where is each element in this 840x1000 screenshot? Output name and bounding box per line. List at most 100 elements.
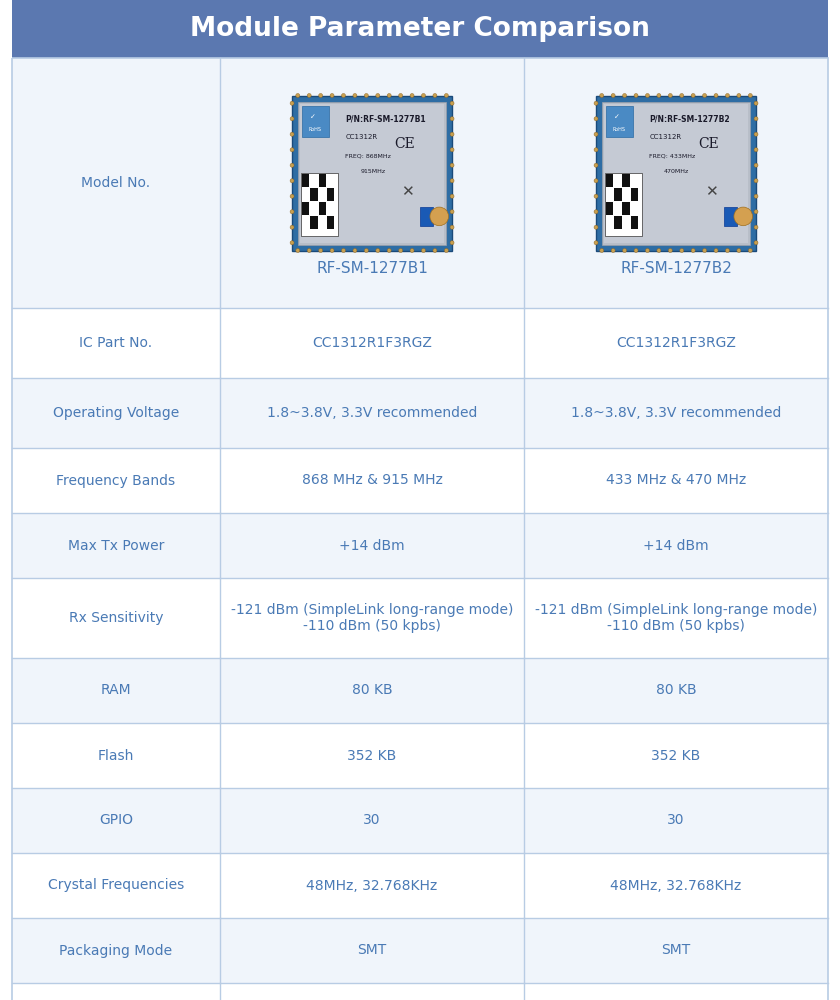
Bar bbox=[12, 378, 828, 448]
Circle shape bbox=[645, 248, 649, 252]
Text: -121 dBm (SimpleLink long-range mode)
-110 dBm (50 kpbs): -121 dBm (SimpleLink long-range mode) -1… bbox=[231, 603, 513, 633]
Bar bbox=[420, 207, 433, 226]
Circle shape bbox=[290, 148, 294, 152]
Circle shape bbox=[594, 163, 598, 167]
Circle shape bbox=[691, 248, 696, 252]
Text: FREQ: 868MHz: FREQ: 868MHz bbox=[345, 153, 391, 158]
Circle shape bbox=[290, 194, 294, 198]
Bar bbox=[298, 102, 446, 244]
Text: RAM: RAM bbox=[101, 684, 131, 698]
Text: ✕: ✕ bbox=[401, 184, 413, 199]
Circle shape bbox=[450, 194, 454, 198]
Text: 1.8~3.8V, 3.3V recommended: 1.8~3.8V, 3.3V recommended bbox=[267, 406, 477, 420]
Circle shape bbox=[657, 94, 661, 98]
Circle shape bbox=[330, 94, 334, 98]
Circle shape bbox=[444, 248, 449, 252]
Bar bbox=[302, 174, 309, 187]
Bar bbox=[12, 448, 828, 513]
Text: CC1312R1F3RGZ: CC1312R1F3RGZ bbox=[312, 336, 432, 350]
Bar bbox=[12, 0, 828, 58]
Bar bbox=[724, 207, 737, 226]
Text: CC1312R: CC1312R bbox=[649, 134, 681, 140]
Bar bbox=[300, 104, 444, 242]
Text: CE: CE bbox=[698, 137, 719, 151]
Circle shape bbox=[754, 101, 758, 105]
Circle shape bbox=[450, 241, 454, 245]
Circle shape bbox=[410, 248, 414, 252]
Circle shape bbox=[387, 248, 391, 252]
Circle shape bbox=[680, 248, 684, 252]
Circle shape bbox=[353, 248, 357, 252]
Circle shape bbox=[290, 132, 294, 136]
Text: Packaging Mode: Packaging Mode bbox=[60, 944, 172, 958]
Circle shape bbox=[594, 210, 598, 214]
Text: RoHS: RoHS bbox=[309, 127, 322, 132]
Circle shape bbox=[754, 210, 758, 214]
Circle shape bbox=[422, 248, 426, 252]
Circle shape bbox=[399, 248, 402, 252]
Text: ✓: ✓ bbox=[614, 114, 620, 120]
Circle shape bbox=[594, 194, 598, 198]
Circle shape bbox=[622, 94, 627, 98]
Circle shape bbox=[680, 94, 684, 98]
Circle shape bbox=[307, 94, 311, 98]
Circle shape bbox=[433, 94, 437, 98]
Bar bbox=[310, 188, 318, 201]
Circle shape bbox=[714, 248, 718, 252]
Bar bbox=[12, 723, 828, 788]
Text: Frequency Bands: Frequency Bands bbox=[56, 474, 176, 488]
Circle shape bbox=[422, 94, 426, 98]
Circle shape bbox=[318, 248, 323, 252]
Text: Max Tx Power: Max Tx Power bbox=[68, 538, 165, 552]
Circle shape bbox=[430, 207, 449, 226]
Circle shape bbox=[669, 248, 672, 252]
Text: CC1312R1F3RGZ: CC1312R1F3RGZ bbox=[616, 336, 736, 350]
Circle shape bbox=[290, 225, 294, 229]
Circle shape bbox=[754, 241, 758, 245]
Bar bbox=[12, 853, 828, 918]
Circle shape bbox=[375, 248, 380, 252]
Text: P/N:RF-SM-1277B2: P/N:RF-SM-1277B2 bbox=[649, 114, 730, 123]
Circle shape bbox=[444, 94, 449, 98]
Text: Crystal Frequencies: Crystal Frequencies bbox=[48, 879, 184, 892]
Bar bbox=[12, 658, 828, 723]
Circle shape bbox=[669, 94, 672, 98]
Circle shape bbox=[410, 94, 414, 98]
Bar bbox=[631, 216, 638, 229]
Circle shape bbox=[691, 94, 696, 98]
Circle shape bbox=[342, 94, 345, 98]
Circle shape bbox=[622, 248, 627, 252]
Text: RF-SM-1277B1: RF-SM-1277B1 bbox=[316, 261, 428, 276]
Circle shape bbox=[594, 241, 598, 245]
Circle shape bbox=[375, 94, 380, 98]
Circle shape bbox=[290, 117, 294, 121]
Text: Flash: Flash bbox=[97, 748, 134, 762]
Circle shape bbox=[450, 210, 454, 214]
Circle shape bbox=[754, 117, 758, 121]
Circle shape bbox=[290, 163, 294, 167]
Bar bbox=[622, 174, 630, 187]
Circle shape bbox=[594, 179, 598, 183]
Text: Operating Voltage: Operating Voltage bbox=[53, 406, 179, 420]
Circle shape bbox=[307, 248, 311, 252]
Circle shape bbox=[450, 117, 454, 121]
Circle shape bbox=[365, 248, 369, 252]
Text: RoHS: RoHS bbox=[613, 127, 626, 132]
Circle shape bbox=[342, 248, 345, 252]
Text: 915MHz: 915MHz bbox=[360, 169, 386, 174]
Bar bbox=[12, 788, 828, 853]
Text: Model No.: Model No. bbox=[81, 176, 150, 190]
Bar bbox=[12, 578, 828, 658]
Bar bbox=[604, 104, 748, 242]
Bar bbox=[596, 96, 756, 250]
Circle shape bbox=[702, 94, 706, 98]
Circle shape bbox=[748, 248, 753, 252]
Circle shape bbox=[594, 101, 598, 105]
Circle shape bbox=[433, 248, 437, 252]
Circle shape bbox=[754, 179, 758, 183]
Text: 352 KB: 352 KB bbox=[651, 748, 701, 762]
Circle shape bbox=[714, 94, 718, 98]
Text: -121 dBm (SimpleLink long-range mode)
-110 dBm (50 kpbs): -121 dBm (SimpleLink long-range mode) -1… bbox=[535, 603, 817, 633]
Circle shape bbox=[657, 248, 661, 252]
Bar bbox=[12, 983, 828, 1000]
